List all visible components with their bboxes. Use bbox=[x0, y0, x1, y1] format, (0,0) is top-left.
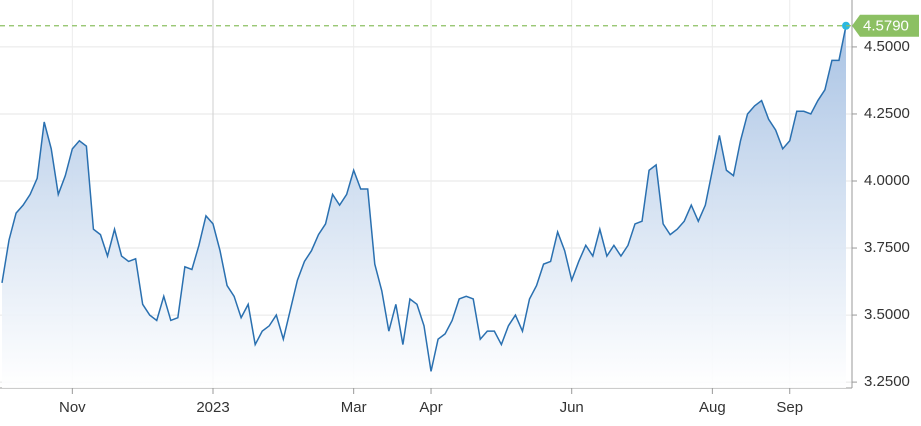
line bbox=[1, 25, 847, 372]
price-badge bbox=[852, 14, 919, 37]
y-tick-label: 3.7500 bbox=[864, 239, 910, 256]
area-fill bbox=[2, 25, 846, 389]
x-tick-label: Mar bbox=[341, 399, 367, 416]
y-tick-label: 3.5000 bbox=[864, 306, 910, 323]
y-tick-label: 4.0000 bbox=[864, 172, 910, 189]
x-tick-label: 2023 bbox=[196, 399, 229, 416]
y-tick-label: 4.5000 bbox=[864, 38, 910, 55]
x-tick-label: Jun bbox=[560, 399, 584, 416]
x-tick-label: Apr bbox=[419, 399, 442, 416]
price-badge-label: 4.5790 bbox=[863, 18, 909, 35]
y-tick-label: 3.2500 bbox=[864, 373, 910, 390]
x-tick-label: Nov bbox=[59, 399, 86, 416]
x-tick-label: Aug bbox=[699, 399, 726, 416]
x-tick-label: Sep bbox=[776, 399, 803, 416]
y-tick-label: 4.2500 bbox=[864, 105, 910, 122]
